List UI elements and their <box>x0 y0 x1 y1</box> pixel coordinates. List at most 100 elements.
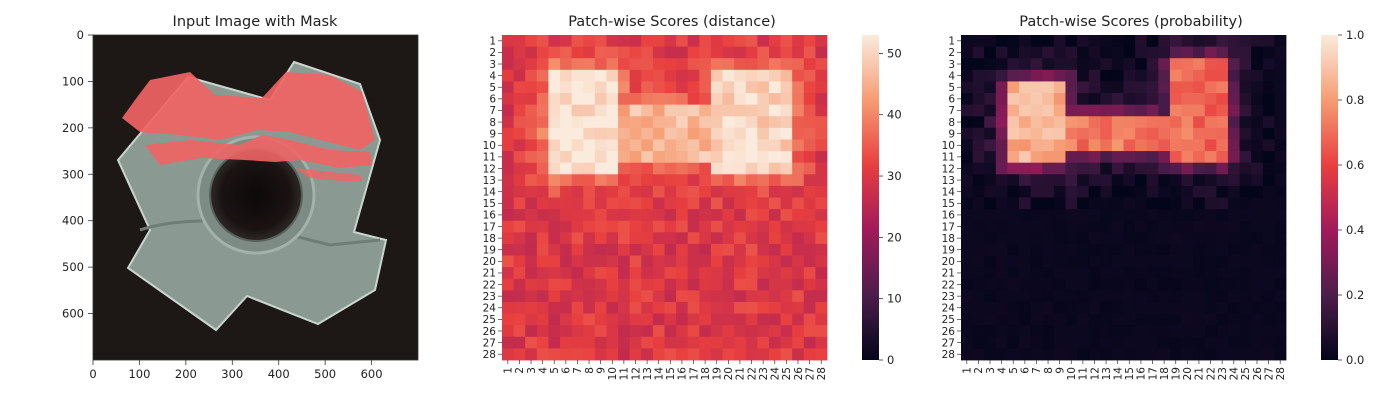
image-xtick-label: 500 <box>314 367 336 381</box>
heatmap-cell <box>1227 209 1240 222</box>
heatmap-cell <box>768 93 781 106</box>
heatmap-cell <box>618 313 631 326</box>
heatmap-cell <box>1181 267 1194 280</box>
heatmap-cell <box>1030 127 1043 140</box>
heatmap-cell <box>1053 162 1066 175</box>
heatmap-cell <box>1030 69 1043 82</box>
heatmap-cell <box>815 151 828 164</box>
colorbar-tick-label: 40 <box>887 108 902 122</box>
heatmap-cell <box>1042 174 1055 187</box>
heatmap-cell <box>995 151 1008 164</box>
heatmap-cell <box>1193 255 1206 268</box>
heatmap-cell <box>757 185 770 198</box>
heatmap-cell <box>536 301 549 314</box>
heatmap-cell <box>815 313 828 326</box>
heatmap-cell <box>1053 209 1066 222</box>
heatmap-cell <box>1135 127 1148 140</box>
heatmap-cell <box>961 104 974 117</box>
heatmap-cell <box>1053 35 1066 48</box>
heatmap-cell <box>699 336 712 349</box>
heatmap-cell <box>699 278 712 291</box>
heatmap-cell <box>1030 197 1043 210</box>
heatmap-ytick-label: 5 <box>489 82 496 94</box>
heatmap-cell <box>1181 325 1194 338</box>
heatmap-cell <box>676 267 689 280</box>
heatmap-cell <box>1135 313 1148 326</box>
heatmap-cell <box>803 290 816 303</box>
heatmap-cell <box>1158 116 1171 129</box>
heatmap-xtick-label: 13 <box>1101 367 1113 380</box>
heatmap-cell <box>1019 255 1032 268</box>
heatmap-cell <box>583 197 596 210</box>
heatmap-cell <box>641 104 654 117</box>
heatmap-cell <box>1019 174 1032 187</box>
heatmap-cell <box>961 127 974 140</box>
heatmap-cell <box>1077 336 1090 349</box>
heatmap-cell <box>1065 325 1078 338</box>
heatmap-xtick-label: 20 <box>1182 367 1194 380</box>
heatmap-cell <box>710 267 723 280</box>
heatmap-cell <box>1111 151 1124 164</box>
heatmap-cell <box>664 116 677 129</box>
heatmap-cell <box>1181 81 1194 94</box>
heatmap-cell <box>961 209 974 222</box>
heatmap-cell <box>664 290 677 303</box>
heatmap-cell <box>722 267 735 280</box>
heatmap-cell <box>995 301 1008 314</box>
heatmap-cell <box>1077 104 1090 117</box>
heatmap-cell <box>629 69 642 82</box>
heatmap-cell <box>548 243 561 256</box>
heatmap-cell <box>1251 336 1264 349</box>
heatmap-cell <box>1251 209 1264 222</box>
heatmap-cell <box>1204 162 1217 175</box>
heatmap-cell <box>548 209 561 222</box>
heatmap-cell <box>594 255 607 268</box>
heatmap-cell <box>803 232 816 245</box>
heatmap-cell <box>1251 243 1264 256</box>
heatmap-cell <box>1216 93 1229 106</box>
heatmap-ytick-label: 24 <box>942 303 956 315</box>
heatmap-cell <box>1088 127 1101 140</box>
heatmap-cell <box>1262 313 1275 326</box>
heatmap-cell <box>1181 278 1194 291</box>
heatmap-cell <box>699 116 712 129</box>
heatmap-cell <box>1053 278 1066 291</box>
heatmap-cell <box>1111 185 1124 198</box>
heatmap-cell <box>1158 104 1171 117</box>
image-xtick-label: 600 <box>361 367 383 381</box>
heatmap-cell <box>1181 220 1194 233</box>
heatmap-cell <box>972 81 985 94</box>
heatmap-cell <box>1135 290 1148 303</box>
heatmap-cell <box>768 162 781 175</box>
heatmap-cell <box>1077 197 1090 210</box>
heatmap-cell <box>502 69 515 82</box>
heatmap-cell <box>984 185 997 198</box>
heatmap-cell <box>513 301 526 314</box>
heatmap-cell <box>548 267 561 280</box>
heatmap-cell <box>1169 174 1182 187</box>
heatmap-cell <box>1100 185 1113 198</box>
heatmap-cell <box>618 174 631 187</box>
heatmap-cell <box>1019 116 1032 129</box>
heatmap-cell <box>815 290 828 303</box>
heatmap-cell <box>961 243 974 256</box>
heatmap-cell <box>1007 69 1020 82</box>
heatmap-cell <box>1100 267 1113 280</box>
heatmap-cell <box>548 139 561 152</box>
heatmap-cell <box>1123 185 1136 198</box>
heatmap-cell <box>618 232 631 245</box>
heatmap-cell <box>641 174 654 187</box>
heatmap-cell <box>1181 69 1194 82</box>
heatmap-cell <box>710 278 723 291</box>
heatmap-cell <box>594 116 607 129</box>
heatmap-cell <box>571 174 584 187</box>
heatmap-cell <box>734 58 747 71</box>
heatmap-cell <box>1135 209 1148 222</box>
heatmap-cell <box>687 185 700 198</box>
heatmap-cell <box>1135 174 1148 187</box>
heatmap-cell <box>618 127 631 140</box>
heatmap-cell <box>745 197 758 210</box>
heatmap-cell <box>1019 325 1032 338</box>
heatmap-cell <box>757 301 770 314</box>
heatmap-cell <box>757 127 770 140</box>
